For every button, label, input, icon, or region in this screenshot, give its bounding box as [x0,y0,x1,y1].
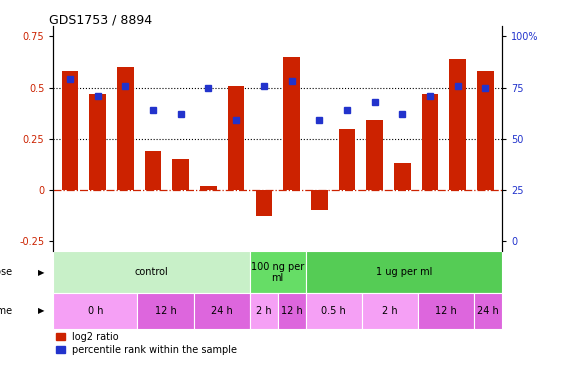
Text: 24 h: 24 h [477,306,499,316]
Bar [137,293,194,328]
Text: 24 h: 24 h [211,306,232,316]
Bar [339,129,355,190]
Bar [394,163,411,190]
Bar [117,67,134,190]
Legend: log2 ratio, percentile rank within the sample: log2 ratio, percentile rank within the s… [56,332,237,355]
Bar [306,293,362,328]
Text: 12 h: 12 h [281,306,302,316]
Bar [449,59,466,190]
Bar [200,186,217,190]
Text: time: time [0,306,13,316]
Bar [89,94,106,190]
Text: 0.5 h: 0.5 h [321,306,346,316]
Bar [194,293,250,328]
Bar [418,293,474,328]
Bar [306,251,502,293]
Bar [422,94,438,190]
Text: 12 h: 12 h [435,306,457,316]
Text: 1 ug per ml: 1 ug per ml [376,267,432,278]
Text: ▶: ▶ [38,306,44,315]
Bar [311,190,328,210]
Bar [53,251,250,293]
Bar [362,293,418,328]
Bar [250,251,306,293]
Bar [255,190,272,216]
Bar [145,151,162,190]
Text: 12 h: 12 h [155,306,176,316]
Text: control: control [135,267,168,278]
Text: GDS1753 / 8894: GDS1753 / 8894 [49,13,152,26]
Bar [250,293,278,328]
Text: 100 ng per
ml: 100 ng per ml [251,261,304,283]
Text: 2 h: 2 h [382,306,398,316]
Bar [172,159,189,190]
Text: 2 h: 2 h [256,306,272,316]
Bar [278,293,306,328]
Text: 0 h: 0 h [88,306,103,316]
Text: dose: dose [0,267,13,278]
Bar [366,120,383,190]
Bar [228,86,245,190]
Bar [474,293,502,328]
Bar [62,71,78,190]
Text: ▶: ▶ [38,268,44,277]
Bar [53,293,137,328]
Bar [283,57,300,190]
Bar [477,71,494,190]
